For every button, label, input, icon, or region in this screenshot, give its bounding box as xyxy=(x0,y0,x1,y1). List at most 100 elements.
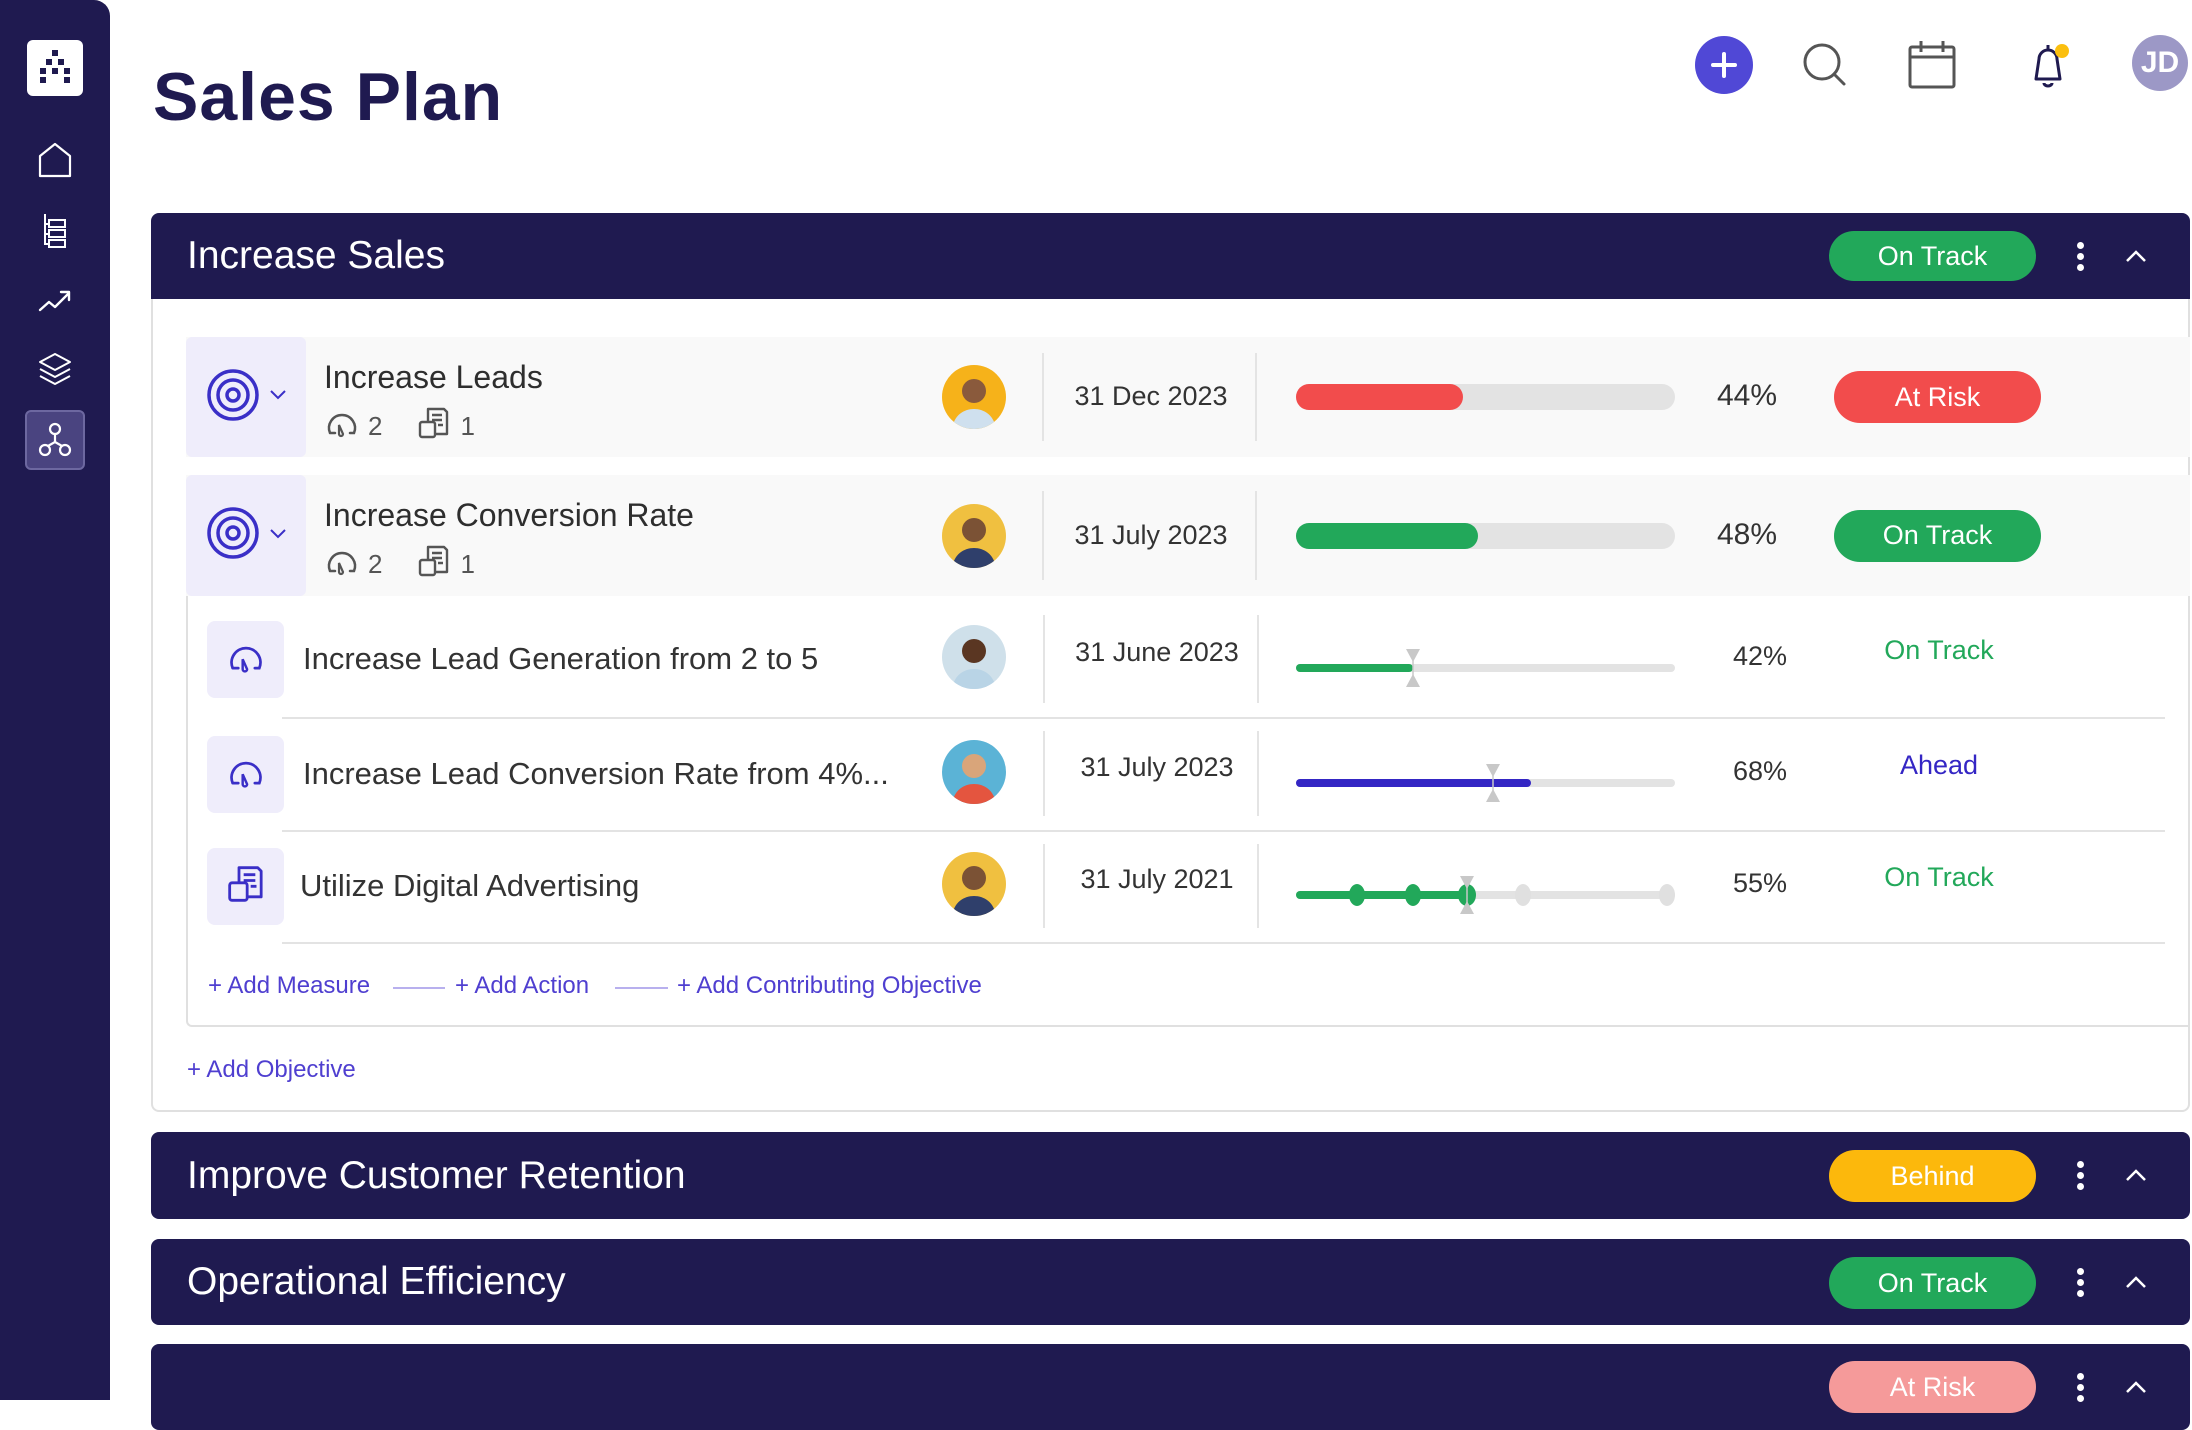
progress-bar xyxy=(1296,778,1675,787)
action-count: 1 xyxy=(460,411,475,441)
status-badge: At Risk xyxy=(1834,371,2041,423)
chevron-up-icon[interactable] xyxy=(2121,241,2151,271)
add-measure-link[interactable]: + Add Measure xyxy=(208,972,371,999)
objective-row[interactable]: Increase Leads 2 1 xyxy=(186,337,2190,457)
measure-icon xyxy=(226,752,266,797)
action-title[interactable]: Utilize Digital Advertising xyxy=(300,868,640,903)
objective-type-toggle[interactable] xyxy=(186,475,306,596)
due-date: 31 July 2023 xyxy=(1080,751,1234,782)
add-contributing-objective-link[interactable]: + Add Contributing Objective xyxy=(677,972,982,999)
bell-icon xyxy=(2034,44,2069,88)
section-header[interactable]: Operational Efficiency On Track xyxy=(151,1239,2190,1325)
owner-avatar[interactable] xyxy=(942,503,1006,568)
section-header[interactable]: Improve Customer Retention Behind xyxy=(151,1132,2190,1219)
chevron-down-icon xyxy=(269,527,287,545)
target-icon xyxy=(205,505,261,566)
connector-line xyxy=(615,987,668,989)
chevron-up-icon[interactable] xyxy=(2121,1160,2151,1190)
action-icon xyxy=(416,405,452,448)
more-options-icon[interactable] xyxy=(2065,1155,2095,1195)
sidebar-item-trends[interactable] xyxy=(25,270,85,330)
owner-avatar[interactable] xyxy=(942,852,1006,916)
contributing-items xyxy=(186,596,2190,1027)
measure-count: 2 xyxy=(368,411,383,441)
add-objective-link[interactable]: + Add Objective xyxy=(187,1056,356,1083)
sidebar-item-network[interactable] xyxy=(25,410,85,470)
progress-fill xyxy=(1296,664,1414,672)
objective-title[interactable]: Increase Conversion Rate xyxy=(324,497,694,533)
progress-percent: 68% xyxy=(1732,755,1788,786)
sidebar xyxy=(0,0,110,1400)
section-status-badge: On Track xyxy=(1829,231,2036,281)
divider xyxy=(1043,731,1045,816)
connector-line xyxy=(393,987,445,989)
target-icon xyxy=(205,367,261,428)
row-divider xyxy=(282,717,2165,719)
app-logo[interactable] xyxy=(27,40,83,96)
measure-icon xyxy=(324,543,360,586)
measure-title[interactable]: Increase Lead Generation from 2 to 5 xyxy=(303,641,819,676)
sidebar-item-hierarchy[interactable] xyxy=(25,200,85,260)
section-header[interactable]: At Risk xyxy=(151,1344,2190,1430)
action-icon xyxy=(225,863,267,910)
measure-type-icon-box xyxy=(207,735,284,813)
divider xyxy=(1043,615,1045,703)
calendar-button[interactable] xyxy=(1903,36,1961,94)
add-button[interactable] xyxy=(1695,36,1753,94)
progress-percent: 48% xyxy=(1716,517,1778,551)
user-avatar[interactable]: JD xyxy=(2132,35,2188,91)
due-date: 31 June 2023 xyxy=(1075,637,1239,667)
more-options-icon[interactable] xyxy=(2065,1367,2095,1407)
objective-title[interactable]: Increase Leads xyxy=(324,359,543,395)
owner-avatar[interactable] xyxy=(942,625,1006,689)
chevron-up-icon[interactable] xyxy=(2121,1267,2151,1297)
progress-bar xyxy=(1296,522,1675,549)
measure-icon xyxy=(226,637,266,682)
milestone-dot[interactable] xyxy=(1348,884,1365,906)
divider xyxy=(1255,353,1257,441)
progress-fill xyxy=(1296,891,1467,899)
section-status-badge: Behind xyxy=(1829,1150,2036,1202)
more-options-icon[interactable] xyxy=(2065,236,2095,276)
hierarchy-list-icon xyxy=(44,214,66,248)
target-marker-icon xyxy=(1406,649,1421,687)
progress-bar xyxy=(1296,664,1675,672)
chevron-up-icon[interactable] xyxy=(2121,1372,2151,1402)
add-action-link[interactable]: + Add Action xyxy=(455,972,590,999)
milestone-dot[interactable] xyxy=(1405,884,1422,906)
search-button[interactable] xyxy=(1796,36,1854,94)
page-title: Sales Plan xyxy=(153,59,504,135)
measure-count: 2 xyxy=(368,549,383,579)
logo-icon xyxy=(40,50,70,83)
owner-avatar[interactable] xyxy=(942,365,1006,429)
section-status-badge: At Risk xyxy=(1829,1361,2036,1413)
objective-type-toggle[interactable] xyxy=(186,337,306,457)
divider xyxy=(1255,491,1257,580)
milestone-dot[interactable] xyxy=(1659,884,1676,906)
row-divider xyxy=(282,830,2165,832)
notifications-button[interactable] xyxy=(2019,36,2077,94)
more-options-icon[interactable] xyxy=(2065,1262,2095,1302)
progress-percent: 42% xyxy=(1732,641,1788,671)
network-icon xyxy=(38,422,72,457)
progress-fill xyxy=(1296,384,1463,410)
action-icon xyxy=(416,543,452,586)
divider xyxy=(1257,844,1259,928)
measure-title[interactable]: Increase Lead Conversion Rate from 4%... xyxy=(303,755,889,791)
target-marker-icon xyxy=(1486,763,1501,802)
chevron-down-icon xyxy=(269,388,287,406)
sidebar-item-layers[interactable] xyxy=(25,339,85,399)
divider xyxy=(1042,491,1044,580)
milestone-dot[interactable] xyxy=(1515,884,1532,906)
status-label: On Track xyxy=(1884,862,1994,892)
section-title: Operational Efficiency xyxy=(187,1260,566,1303)
calendar-icon xyxy=(1908,41,1956,89)
action-count: 1 xyxy=(460,549,475,579)
due-date: 31 July 2021 xyxy=(1080,864,1234,894)
section-header-increase-sales[interactable]: Increase Sales On Track xyxy=(151,213,2190,299)
owner-avatar[interactable] xyxy=(942,739,1006,804)
layers-icon xyxy=(39,353,71,385)
sidebar-item-home[interactable] xyxy=(25,130,85,190)
section-body xyxy=(151,299,2190,1112)
progress-percent: 55% xyxy=(1732,868,1788,898)
